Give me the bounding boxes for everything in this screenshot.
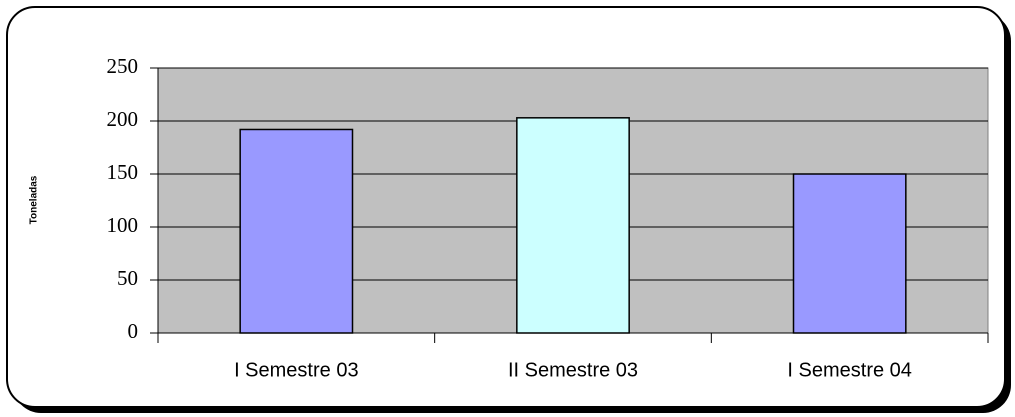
y-tick-label: 50 [117, 266, 138, 290]
y-tick-label: 150 [107, 160, 139, 184]
bar [792, 173, 907, 334]
y-tick-label: 200 [107, 107, 139, 131]
y-tick-label: 100 [107, 213, 139, 237]
y-axis-label: Toneladas [29, 175, 40, 224]
y-tick-label: 0 [128, 319, 139, 343]
bar [516, 117, 630, 334]
x-tick-label: II Semestre 03 [508, 359, 638, 381]
y-tick-label: 250 [107, 54, 139, 78]
x-tick-label: I Semestre 04 [787, 359, 912, 381]
x-tick-label: I Semestre 03 [234, 359, 359, 381]
bar [239, 128, 354, 334]
